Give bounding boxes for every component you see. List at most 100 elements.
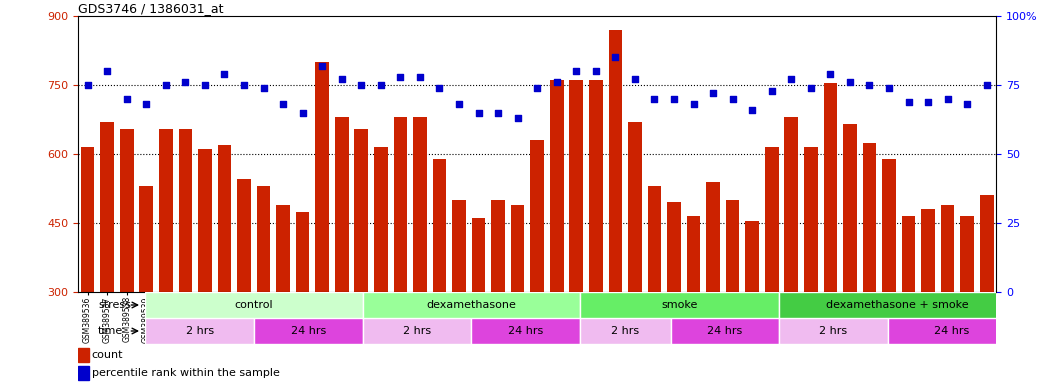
Bar (671, 318, 780, 344)
Point (880, 85, 897, 91)
Point (99, 68, 115, 74)
Bar (78, 366, 89, 380)
Point (118, 96, 135, 102)
Bar (780, 318, 887, 344)
Bar (179, 129, 192, 384)
Bar (81, 147, 94, 384)
Text: smoke: smoke (661, 300, 698, 310)
Bar (530, 140, 544, 384)
Bar (139, 186, 153, 384)
Point (392, 74, 409, 80)
Bar (335, 117, 349, 384)
Text: 2 hrs: 2 hrs (186, 326, 214, 336)
Point (705, 90, 721, 96)
Text: 2 hrs: 2 hrs (611, 326, 639, 336)
Point (295, 109, 311, 116)
Text: 24 hrs: 24 hrs (508, 326, 543, 336)
Point (158, 82, 174, 88)
Point (568, 68, 584, 74)
Bar (843, 124, 856, 384)
Point (138, 101, 155, 108)
Point (490, 109, 507, 116)
Point (900, 98, 917, 104)
Bar (863, 142, 876, 384)
Point (528, 85, 546, 91)
Text: percentile rank within the sample: percentile rank within the sample (91, 368, 279, 378)
Text: 24 hrs: 24 hrs (707, 326, 742, 336)
Point (959, 101, 976, 108)
Text: 2 hrs: 2 hrs (819, 326, 848, 336)
Text: 24 hrs: 24 hrs (933, 326, 968, 336)
Point (862, 82, 878, 88)
Point (196, 82, 213, 88)
Bar (256, 186, 270, 384)
Bar (667, 202, 681, 384)
Bar (765, 147, 778, 384)
Point (255, 85, 272, 91)
Point (236, 82, 252, 88)
Bar (687, 216, 701, 384)
Bar (198, 149, 212, 384)
Point (177, 79, 194, 85)
Point (665, 96, 682, 102)
Text: GDS3746 / 1386031_at: GDS3746 / 1386031_at (78, 2, 223, 15)
Text: 2 hrs: 2 hrs (403, 326, 431, 336)
Point (216, 71, 233, 77)
Point (607, 54, 624, 60)
Point (588, 68, 604, 74)
Bar (471, 318, 580, 344)
Point (627, 76, 644, 83)
Point (313, 63, 330, 69)
Bar (608, 30, 622, 384)
Bar (296, 212, 309, 384)
Bar (374, 147, 387, 384)
Bar (237, 179, 251, 384)
Bar (706, 182, 720, 384)
Bar (254, 318, 362, 344)
Bar (570, 80, 583, 384)
Bar (145, 318, 254, 344)
Text: control: control (235, 300, 273, 310)
Point (333, 76, 350, 83)
Point (685, 101, 702, 108)
Bar (491, 200, 504, 384)
Bar (882, 159, 896, 384)
Bar (804, 147, 818, 384)
Bar (316, 62, 329, 384)
Bar (887, 318, 1014, 344)
Text: time: time (98, 326, 124, 336)
Point (979, 82, 995, 88)
Bar (159, 129, 172, 384)
Bar (780, 292, 1014, 318)
Point (353, 82, 370, 88)
Bar (628, 122, 641, 384)
Bar (393, 117, 407, 384)
Point (275, 101, 292, 108)
Point (802, 85, 819, 91)
Bar (362, 292, 580, 318)
Bar (550, 80, 564, 384)
Point (842, 79, 858, 85)
Point (79, 82, 95, 88)
Point (763, 88, 780, 94)
Point (646, 96, 662, 102)
Point (470, 109, 487, 116)
Point (548, 79, 565, 85)
Bar (823, 83, 838, 384)
Bar (745, 221, 759, 384)
Text: count: count (91, 350, 124, 360)
Point (783, 76, 799, 83)
Bar (580, 292, 780, 318)
Point (510, 115, 526, 121)
Bar (922, 209, 935, 384)
Bar (726, 200, 739, 384)
Bar (78, 348, 89, 362)
Bar (354, 129, 368, 384)
Bar (960, 216, 974, 384)
Bar (453, 200, 466, 384)
Text: stress: stress (98, 300, 131, 310)
Bar (940, 205, 955, 384)
Text: dexamethasone: dexamethasone (427, 300, 516, 310)
Point (920, 98, 936, 104)
Bar (980, 195, 993, 384)
